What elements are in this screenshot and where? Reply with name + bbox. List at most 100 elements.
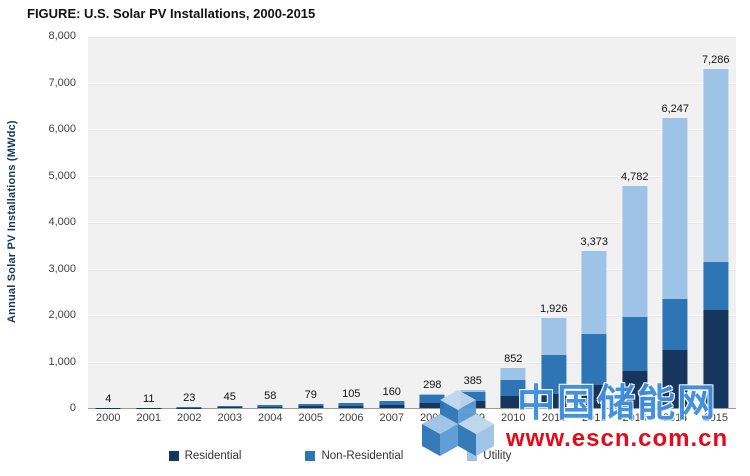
x-tick-label: 2003 [217,412,242,424]
y-tick-label: 6,000 [48,123,76,135]
bar-value-label: 4 [105,392,112,405]
bar-value-label: 3,373 [580,236,609,249]
watermark-url: www.escn.com.cn [506,425,729,452]
bar-2004: 58 [250,36,291,408]
y-tick-label: 4,000 [48,216,76,228]
bar-value-label: 11 [143,392,155,405]
bar-segment-non-residential [379,400,405,405]
bar-segment-utility [500,368,526,381]
x-tick-label: 2002 [177,412,202,424]
chart-legend: Residential Non-Residential Utility [40,450,640,462]
x-tick-label: 2013 [622,412,647,424]
bar-segment-utility [581,251,607,334]
gridline [88,315,736,316]
bar-segment-non-residential [217,405,243,408]
bar-segment-residential [419,402,445,408]
bar-segment-non-residential [257,405,283,407]
bar-2002: 23 [169,36,210,408]
gridline [88,175,736,177]
bar-value-label: 385 [463,375,482,388]
bar-value-label: 298 [423,379,442,392]
legend-item-utility: Utility [467,450,511,462]
bar-segment-residential [581,384,607,408]
bar-value-label: 1,926 [539,303,568,316]
bar-segment-non-residential [622,317,648,371]
bar-2009: 385 [453,36,494,408]
bar-value-label: 160 [382,385,401,398]
bar-segment-utility [622,185,648,318]
bar-segment-utility [662,117,688,299]
x-tick-label: 2004 [258,412,283,424]
bar-2012: 3,373 [574,36,615,408]
bar-stack [662,36,688,408]
bar-2014: 6,247 [655,36,696,408]
bar-segment-residential [662,349,688,408]
bar-2006: 105 [331,36,372,408]
bar-2013: 4,782 [615,36,656,408]
bar-stack [95,36,121,408]
chart-title: FIGURE: U.S. Solar PV Installations, 200… [27,6,316,21]
y-tick-label: 0 [69,402,76,414]
bar-2015: 7,286 [696,36,737,408]
bar-stack [257,36,283,408]
plot-area: 4 11 23 45 58 79 105 160 298 385 852 1,926 3,373 4,78… [88,36,736,409]
bar-segment-non-residential [541,354,567,395]
legend-swatch-utility [467,451,478,461]
bar-stack [460,36,486,408]
bar-stack [419,36,445,408]
bar-2000: 4 [88,36,129,408]
bar-segment-residential [257,406,283,408]
gridline [88,36,736,37]
bar-value-label: 4,782 [620,170,649,183]
bar-2008: 298 [412,36,453,408]
legend-swatch-residential [168,451,179,461]
bar-segment-non-residential [581,333,607,385]
escn-logo-icon [422,390,494,456]
watermark: 中国储能网 www.escn.com.cn [416,382,750,472]
bar-2005: 79 [291,36,332,408]
bar-2001: 11 [129,36,170,408]
bar-segment-non-residential [419,395,445,403]
legend-label-non-residential: Non-Residential [321,450,404,462]
x-tick-label: 2000 [96,412,121,424]
x-tick-label: 2007 [379,412,404,424]
gridline [88,129,736,130]
x-axis-labels: 2000200120022003200420052006200720082009… [88,412,736,424]
bar-segment-non-residential [176,406,202,408]
y-tick-label: 8,000 [48,30,76,42]
gridline [88,222,736,223]
legend-item-residential: Residential [168,450,242,462]
bar-2011: 1,926 [534,36,575,408]
y-axis-ticks: 0 1,000 2,000 3,000 4,000 5,000 6,000 7,000 8,00… [20,30,82,414]
watermark-site-name: 中国储能网 [517,383,718,425]
bar-segment-non-residential [703,261,729,311]
x-tick-label: 2014 [663,412,688,424]
bar-value-label: 6,247 [661,102,690,115]
bar-stack [703,36,729,408]
bar-stack [217,36,243,408]
legend-item-non-residential: Non-Residential [305,450,403,462]
bar-segment-utility [703,69,729,262]
y-tick-label: 7,000 [48,76,76,89]
x-tick-label: 2015 [703,412,728,424]
legend-label-utility: Utility [483,450,512,462]
bar-segment-residential [500,396,526,408]
bar-value-label: 23 [183,391,196,404]
bar-segment-residential [379,404,405,408]
bar-segment-non-residential [500,380,526,397]
bar-segment-residential [338,405,364,408]
x-tick-label: 2006 [339,412,364,424]
watermark-text: 中国储能网 www.escn.com.cn [506,382,728,452]
bar-segment-non-residential [338,403,364,406]
legend-label-residential: Residential [184,450,242,462]
bar-stack [622,36,648,408]
bar-value-label: 79 [304,389,317,402]
y-tick-label: 5,000 [48,169,76,182]
bar-2010: 852 [493,36,534,408]
bar-stack [379,36,405,408]
y-axis-title: Annual Solar PV Installations (MWdc) [6,120,18,324]
bar-segment-residential [622,370,648,408]
bar-segment-utility [541,318,567,355]
legend-swatch-non-residential [305,451,316,461]
